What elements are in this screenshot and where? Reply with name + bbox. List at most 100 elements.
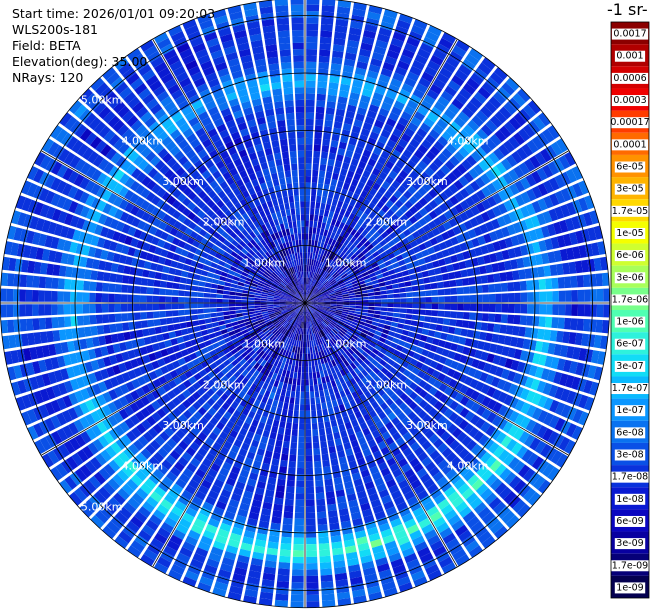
- ray-gate: [298, 366, 302, 373]
- ray-gate: [328, 354, 334, 361]
- ray-gate: [270, 464, 279, 473]
- ray-gate: [537, 183, 549, 196]
- ray-gate: [192, 215, 201, 225]
- ray-gate: [440, 164, 451, 175]
- ray-gate: [305, 207, 310, 215]
- ray-gate: [119, 421, 130, 433]
- ray-gate: [552, 290, 559, 302]
- ray-gate: [529, 437, 541, 451]
- ray-gate: [267, 371, 274, 379]
- ray-gate: [317, 377, 322, 385]
- ray-gate: [351, 280, 359, 285]
- ray-gate: [474, 67, 488, 81]
- ray-gate: [461, 534, 476, 548]
- ray-gate: [511, 442, 523, 455]
- ray-gate: [332, 554, 345, 562]
- ray-gate: [265, 489, 275, 498]
- ray-gate: [133, 312, 141, 321]
- ray-gate: [315, 479, 324, 487]
- ray-gate: [345, 258, 352, 265]
- ray-gate: [382, 255, 390, 263]
- ray-gate: [324, 478, 333, 486]
- ray-gate: [65, 328, 73, 340]
- ray-gate: [381, 581, 396, 591]
- ray-gate: [418, 291, 426, 297]
- ray-gate: [464, 387, 475, 398]
- ray-gate: [452, 45, 467, 58]
- ray-gate: [531, 456, 544, 470]
- ray-gate: [279, 375, 285, 383]
- ray-gate: [275, 491, 285, 499]
- ray-gate: [226, 273, 234, 280]
- ray-gate: [355, 113, 365, 122]
- ray-gate: [337, 147, 346, 156]
- ray-gate: [190, 291, 198, 297]
- ray-gate: [114, 511, 129, 525]
- ray-gate: [260, 303, 267, 306]
- ray-gate: [106, 251, 115, 262]
- ray-gate: [432, 260, 440, 268]
- ray-gate: [285, 286, 291, 291]
- ray-gate: [461, 106, 474, 119]
- ray-gate: [270, 316, 277, 321]
- ray-gate: [289, 291, 295, 296]
- ray-gate: [103, 216, 114, 227]
- ray-gate: [345, 110, 355, 119]
- ray-gate: [134, 534, 149, 548]
- ray-gate: [365, 193, 374, 202]
- ray-gate: [289, 291, 296, 296]
- ray-gate: [330, 178, 338, 187]
- ray-gate: [305, 214, 310, 221]
- ray-gate: [219, 416, 229, 426]
- ray-gate: [142, 328, 150, 337]
- ray-gate: [599, 335, 608, 350]
- ray-gate: [51, 384, 62, 398]
- ray-gate: [273, 301, 280, 303]
- ray-gate: [274, 291, 282, 295]
- ray-gate: [228, 344, 236, 352]
- ray-gate: [395, 379, 404, 388]
- ray-gate: [167, 390, 177, 400]
- ray-gate: [159, 311, 166, 318]
- ray-gate: [568, 332, 577, 345]
- ray-gate: [556, 453, 569, 468]
- ray-gate: [491, 333, 500, 343]
- ray-gate: [223, 315, 231, 320]
- ray-gate: [378, 73, 391, 84]
- ray-gate: [504, 358, 514, 369]
- ray-gate: [423, 383, 433, 392]
- ray-gate: [564, 317, 572, 330]
- ray-gate: [101, 404, 112, 417]
- ray-gate: [311, 320, 314, 328]
- ray-gate: [318, 68, 329, 76]
- ray-gate: [298, 340, 301, 348]
- ray-gate: [489, 364, 498, 375]
- ray-gate: [432, 244, 442, 253]
- ray-gate: [411, 285, 419, 292]
- ray-gate: [374, 295, 382, 299]
- ray-gate: [206, 344, 215, 352]
- ray-gate: [260, 265, 268, 271]
- ray-gate: [280, 308, 287, 311]
- ray-gate: [346, 104, 357, 113]
- ray-gate: [225, 247, 233, 255]
- ray-gate: [312, 169, 319, 177]
- ray-gate: [392, 337, 400, 344]
- ray-gate: [221, 367, 230, 375]
- ray-gate: [300, 391, 305, 399]
- ray-gate: [458, 223, 468, 233]
- ray-gate: [352, 445, 362, 454]
- ray-gate: [386, 139, 397, 149]
- ray-gate: [437, 459, 449, 471]
- ray-gate: [424, 357, 433, 366]
- ray-gate: [306, 74, 316, 81]
- ray-gate: [469, 312, 477, 321]
- ray-gate: [341, 311, 349, 315]
- ray-gate: [469, 217, 479, 228]
- ray-gate: [306, 290, 309, 297]
- ray-gate: [506, 370, 516, 382]
- ray-gate: [325, 171, 333, 179]
- ray-gate: [366, 344, 374, 352]
- ray-gate: [435, 346, 444, 355]
- ray-gate: [272, 328, 278, 335]
